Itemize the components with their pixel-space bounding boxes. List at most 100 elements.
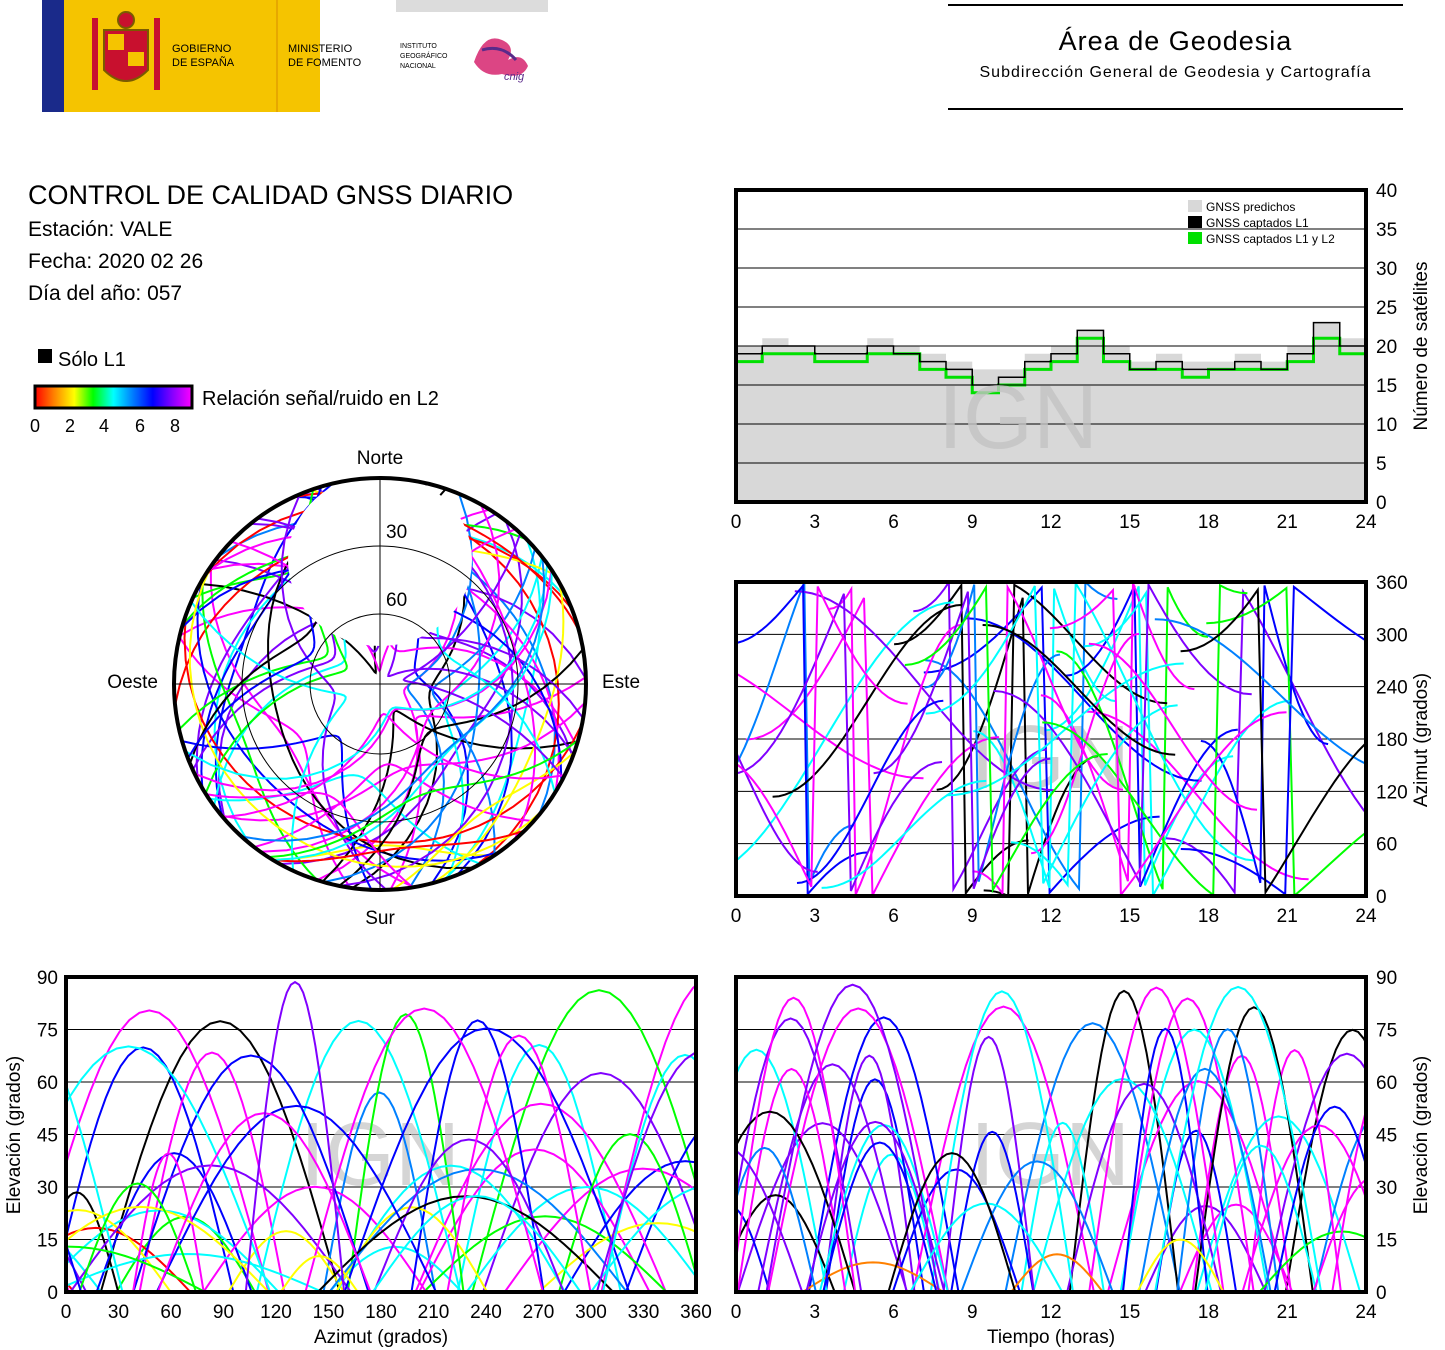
elevation-time-track bbox=[842, 1153, 941, 1292]
elevation-time-track bbox=[1331, 1106, 1366, 1292]
y-tick-label: 25 bbox=[1376, 298, 1397, 319]
gov-line1: GOBIERNO bbox=[172, 43, 232, 55]
elevation-time-track bbox=[1313, 1122, 1366, 1292]
skyplot-track bbox=[201, 503, 560, 869]
elevation-time-track bbox=[822, 1141, 938, 1292]
y-tick-label: 90 bbox=[37, 968, 58, 989]
elevation-azimuth-track bbox=[410, 1019, 545, 1292]
satellite-grid bbox=[736, 228, 1366, 464]
satellite-series bbox=[736, 321, 1368, 502]
elevation-azimuth-track bbox=[600, 983, 696, 1292]
x-tick-label: 24 bbox=[1355, 1302, 1377, 1323]
azimuth-track bbox=[1084, 589, 1291, 896]
azimuth-track bbox=[736, 601, 954, 862]
header-logos: GOBIERNO DE ESPAÑA MINISTERIO DE FOMENTO… bbox=[42, 0, 548, 112]
x-tick-label: 90 bbox=[213, 1302, 234, 1323]
x-tick-label: 15 bbox=[1119, 1302, 1140, 1323]
x-tick-label: 6 bbox=[888, 1302, 899, 1323]
elevation-time-track bbox=[1204, 1144, 1318, 1292]
skyplot-track bbox=[194, 569, 553, 792]
elevation-time-track bbox=[767, 1007, 950, 1292]
snr-tick: 2 bbox=[65, 416, 75, 436]
watermark: IGN bbox=[970, 1105, 1130, 1205]
x-tick-label: 150 bbox=[313, 1302, 345, 1323]
x-tick-label: 3 bbox=[809, 906, 820, 927]
satellite-legend: GNSS predichos GNSS captados L1 GNSS cap… bbox=[1188, 200, 1335, 246]
azimuth-track bbox=[1200, 585, 1329, 884]
elevation-time-track bbox=[1106, 1080, 1290, 1292]
elevation-time-track bbox=[736, 1146, 817, 1292]
skyplot-track bbox=[272, 829, 526, 863]
y-tick-label: 10 bbox=[1376, 415, 1397, 436]
x-tick-label: 240 bbox=[470, 1302, 502, 1323]
predicted-area bbox=[736, 322, 1366, 502]
elevation-azimuth-track bbox=[558, 1133, 696, 1292]
y-tick-label: 240 bbox=[1376, 678, 1408, 699]
elevation-azimuth-track bbox=[66, 1252, 324, 1292]
area-title: Área de Geodesia bbox=[1058, 26, 1293, 56]
skyplot-track bbox=[222, 712, 565, 819]
elevation-azimuth-track bbox=[66, 1247, 102, 1292]
elevation-azimuth-track bbox=[66, 1046, 235, 1292]
y-tick-label: 0 bbox=[1376, 1283, 1387, 1304]
azimuth-track bbox=[904, 583, 1108, 894]
azimuth-track bbox=[1010, 582, 1254, 888]
elevation-azimuth-track bbox=[66, 1009, 270, 1292]
ylabel-satellites: Número de satélites bbox=[1411, 262, 1432, 431]
azimuth-track bbox=[821, 779, 987, 889]
elevation-time-track bbox=[736, 996, 857, 1292]
elevation-azimuth-track bbox=[563, 1160, 696, 1292]
snr-tick: 8 bbox=[170, 416, 180, 436]
azimuth-track bbox=[1086, 710, 1309, 881]
azimuth-track bbox=[1088, 642, 1258, 811]
y-tick-label: 30 bbox=[37, 1178, 58, 1199]
x-tick-label: 360 bbox=[680, 1302, 712, 1323]
x-tick-label: 0 bbox=[731, 512, 742, 533]
ylabel-azimuth: Azimut (grados) bbox=[1411, 673, 1432, 807]
azimuth-track bbox=[913, 582, 1047, 893]
y-tick-label: 60 bbox=[37, 1073, 58, 1094]
y-tick-label: 5 bbox=[1376, 454, 1387, 475]
x-tick-label: 330 bbox=[628, 1302, 660, 1323]
ylabel-elevation: Elevación (grados) bbox=[4, 1056, 25, 1214]
elevation-time-track bbox=[1263, 1052, 1366, 1292]
elevation-time-track bbox=[757, 1063, 908, 1292]
skyplot-track bbox=[241, 557, 546, 842]
x-tick-label: 21 bbox=[1277, 906, 1298, 927]
y-tick-label: 75 bbox=[1376, 1021, 1397, 1042]
y-tick-label: 15 bbox=[37, 1231, 58, 1252]
x-tick-label: 9 bbox=[967, 906, 978, 927]
skyplot-track bbox=[272, 570, 553, 861]
elevation-time-track bbox=[929, 990, 1074, 1292]
elevation-time-track bbox=[912, 1005, 1095, 1292]
elevation-azimuth-track bbox=[465, 1185, 696, 1292]
y-tick-label: 30 bbox=[1376, 1178, 1397, 1199]
elevation-time-track bbox=[736, 1122, 909, 1292]
elevation-time-track bbox=[1020, 1121, 1105, 1292]
skyplot-track bbox=[268, 739, 579, 859]
elevation-time-track bbox=[736, 1048, 828, 1292]
x-tick-label: 15 bbox=[1119, 906, 1140, 927]
azimuth-track bbox=[925, 585, 1178, 884]
elevation-azimuth-track bbox=[343, 1027, 631, 1292]
area-subtitle: Subdirección General de Geodesia y Carto… bbox=[979, 64, 1372, 81]
elevation-azimuth-track bbox=[418, 1148, 651, 1292]
elevation-azimuth-track bbox=[255, 1019, 462, 1292]
elevation-azimuth-track bbox=[227, 1230, 345, 1292]
skyplot-track bbox=[205, 791, 414, 889]
elevation-azimuth-track bbox=[138, 1051, 286, 1292]
y-tick-label: 180 bbox=[1376, 730, 1408, 751]
ign-line1: INSTITUTO bbox=[400, 43, 437, 50]
y-tick-label: 300 bbox=[1376, 625, 1408, 646]
only-l1-label: Sólo L1 bbox=[58, 349, 126, 371]
elevation-azimuth-track bbox=[328, 1168, 628, 1292]
elevation-time-track bbox=[1154, 985, 1323, 1292]
x-tick-label: 30 bbox=[108, 1302, 129, 1323]
skyplot-track bbox=[279, 520, 523, 865]
snr-label: Relación señal/ruido en L2 bbox=[202, 388, 439, 410]
legend-predicted: GNSS predichos bbox=[1206, 200, 1295, 214]
azimuth-track bbox=[972, 583, 1124, 896]
azimuth-track bbox=[796, 699, 944, 884]
snr-tick: 0 bbox=[30, 416, 40, 436]
